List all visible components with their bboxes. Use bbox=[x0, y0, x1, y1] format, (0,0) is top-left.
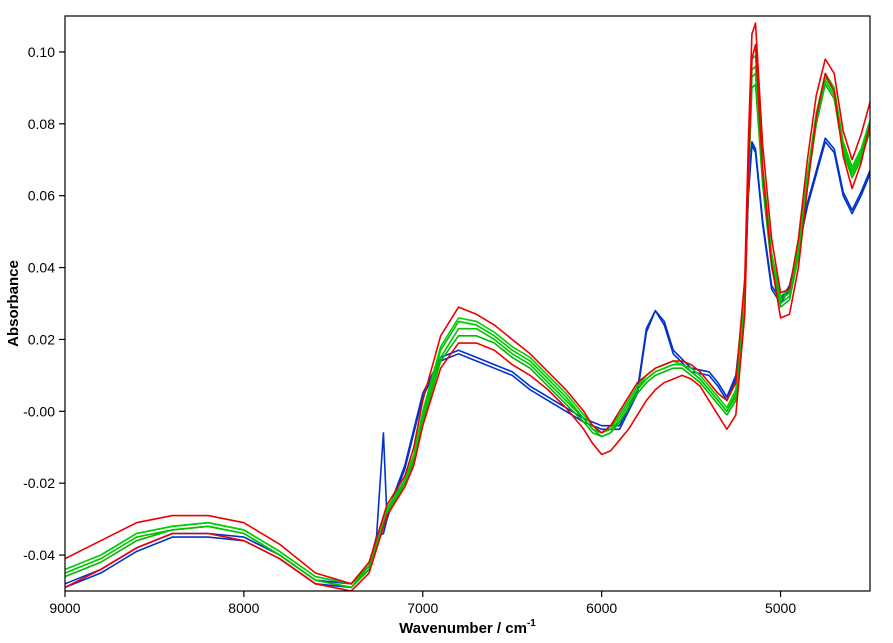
chart-svg: 9000 8000 7000 6000 5000 -0.04 -0.02 -0.00 0.02 0… bbox=[0, 0, 893, 643]
x-tick-label: 7000 bbox=[407, 600, 438, 616]
y-tick-label: 0.08 bbox=[28, 116, 55, 132]
x-tick-label: 6000 bbox=[586, 600, 617, 616]
y-tick-label: -0.04 bbox=[23, 547, 55, 563]
x-tick-label: 8000 bbox=[228, 600, 259, 616]
x-tick-label: 5000 bbox=[765, 600, 796, 616]
x-tick-label: 9000 bbox=[49, 600, 80, 616]
y-axis-label: Absorbance bbox=[5, 260, 22, 347]
y-tick-label: -0.00 bbox=[23, 403, 55, 419]
y-tick-label: 0.04 bbox=[28, 260, 55, 276]
y-tick-label: 0.10 bbox=[28, 44, 55, 60]
y-tick-label: 0.02 bbox=[28, 331, 55, 347]
y-tick-label: 0.06 bbox=[28, 188, 55, 204]
x-axis-label: Wavenumber / cm-1 bbox=[399, 618, 536, 637]
y-tick-label: -0.02 bbox=[23, 475, 55, 491]
spectra-chart: 9000 8000 7000 6000 5000 -0.04 -0.02 -0.00 0.02 0… bbox=[0, 0, 893, 643]
